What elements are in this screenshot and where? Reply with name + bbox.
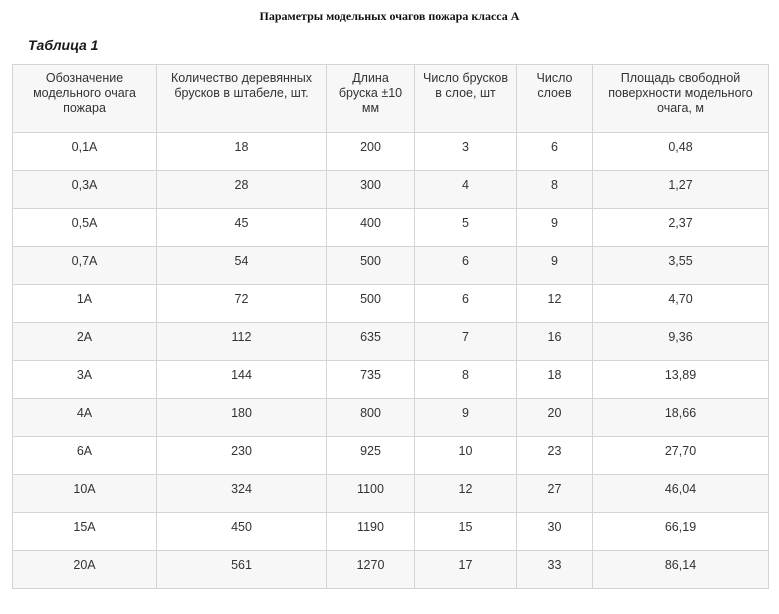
cell-bars-per-layer: 15 (414, 512, 517, 551)
cell-surface-area: 86,14 (592, 550, 769, 589)
header-bar-length: Длина бруска ±10 мм (326, 64, 415, 133)
header-surface-area: Площадь свободной поверхности модельного… (592, 64, 769, 133)
cell-layer-count: 6 (516, 132, 593, 171)
cell-surface-area: 3,55 (592, 246, 769, 285)
cell-layer-count: 9 (516, 208, 593, 247)
header-designation: Обозначение модельного очага пожара (12, 64, 157, 133)
cell-designation: 10А (12, 474, 157, 513)
cell-bar-count: 112 (156, 322, 327, 361)
cell-bars-per-layer: 10 (414, 436, 517, 475)
cell-bar-count: 561 (156, 550, 327, 589)
cell-bar-length: 925 (326, 436, 415, 475)
header-layer-count: Число слоев (516, 64, 593, 133)
cell-surface-area: 18,66 (592, 398, 769, 437)
cell-bar-length: 1270 (326, 550, 415, 589)
cell-layer-count: 20 (516, 398, 593, 437)
cell-surface-area: 66,19 (592, 512, 769, 551)
cell-surface-area: 9,36 (592, 322, 769, 361)
cell-layer-count: 30 (516, 512, 593, 551)
table-row: 4А 180 800 9 20 18,66 (12, 398, 769, 437)
table-row: 0,3А 28 300 4 8 1,27 (12, 170, 769, 209)
cell-layer-count: 18 (516, 360, 593, 399)
cell-designation: 20А (12, 550, 157, 589)
header-bar-count: Количество деревянных брусков в штабеле,… (156, 64, 327, 133)
cell-bar-count: 450 (156, 512, 327, 551)
table-caption: Таблица 1 (28, 37, 99, 53)
table-row: 3А 144 735 8 18 13,89 (12, 360, 769, 399)
cell-designation: 1А (12, 284, 157, 323)
cell-designation: 15А (12, 512, 157, 551)
cell-bar-length: 735 (326, 360, 415, 399)
table-row: 0,1А 18 200 3 6 0,48 (12, 132, 769, 171)
fire-parameters-table: Обозначение модельного очага пожара Коли… (12, 64, 769, 589)
cell-bar-length: 300 (326, 170, 415, 209)
cell-surface-area: 4,70 (592, 284, 769, 323)
cell-bar-count: 54 (156, 246, 327, 285)
table-body: 0,1А 18 200 3 6 0,48 0,3А 28 300 4 8 1,27 0,5А 45 400 5… (12, 132, 769, 589)
cell-bar-count: 72 (156, 284, 327, 323)
cell-bars-per-layer: 4 (414, 170, 517, 209)
cell-bars-per-layer: 17 (414, 550, 517, 589)
cell-surface-area: 46,04 (592, 474, 769, 513)
cell-bars-per-layer: 6 (414, 246, 517, 285)
cell-bar-length: 800 (326, 398, 415, 437)
table-row: 1А 72 500 6 12 4,70 (12, 284, 769, 323)
table-row: 20А 561 1270 17 33 86,14 (12, 550, 769, 589)
cell-bar-length: 200 (326, 132, 415, 171)
header-bars-per-layer: Число брусков в слое, шт (414, 64, 517, 133)
cell-bar-count: 18 (156, 132, 327, 171)
cell-bars-per-layer: 6 (414, 284, 517, 323)
document-title: Параметры модельных очагов пожара класса… (259, 9, 520, 23)
cell-bars-per-layer: 12 (414, 474, 517, 513)
cell-layer-count: 27 (516, 474, 593, 513)
cell-designation: 0,3А (12, 170, 157, 209)
table-row: 6А 230 925 10 23 27,70 (12, 436, 769, 475)
cell-bars-per-layer: 5 (414, 208, 517, 247)
cell-bars-per-layer: 3 (414, 132, 517, 171)
cell-designation: 2А (12, 322, 157, 361)
table-row: 10А 324 1100 12 27 46,04 (12, 474, 769, 513)
table-row: 0,5А 45 400 5 9 2,37 (12, 208, 769, 247)
table-row: 15А 450 1190 15 30 66,19 (12, 512, 769, 551)
cell-bar-count: 28 (156, 170, 327, 209)
cell-surface-area: 0,48 (592, 132, 769, 171)
cell-bar-count: 180 (156, 398, 327, 437)
cell-bar-count: 144 (156, 360, 327, 399)
cell-designation: 6А (12, 436, 157, 475)
cell-bar-length: 400 (326, 208, 415, 247)
table-row: 2А 112 635 7 16 9,36 (12, 322, 769, 361)
cell-layer-count: 8 (516, 170, 593, 209)
cell-bars-per-layer: 8 (414, 360, 517, 399)
cell-designation: 0,7А (12, 246, 157, 285)
cell-layer-count: 12 (516, 284, 593, 323)
cell-bar-count: 45 (156, 208, 327, 247)
cell-layer-count: 9 (516, 246, 593, 285)
table-header-row: Обозначение модельного очага пожара Коли… (12, 64, 769, 133)
cell-designation: 0,1А (12, 132, 157, 171)
cell-designation: 0,5А (12, 208, 157, 247)
cell-bar-count: 230 (156, 436, 327, 475)
cell-bar-length: 1190 (326, 512, 415, 551)
cell-surface-area: 27,70 (592, 436, 769, 475)
cell-surface-area: 2,37 (592, 208, 769, 247)
cell-surface-area: 1,27 (592, 170, 769, 209)
cell-designation: 3А (12, 360, 157, 399)
cell-bar-length: 635 (326, 322, 415, 361)
cell-bar-length: 1100 (326, 474, 415, 513)
table-row: 0,7А 54 500 6 9 3,55 (12, 246, 769, 285)
cell-surface-area: 13,89 (592, 360, 769, 399)
cell-bar-count: 324 (156, 474, 327, 513)
cell-layer-count: 16 (516, 322, 593, 361)
cell-bars-per-layer: 9 (414, 398, 517, 437)
cell-bars-per-layer: 7 (414, 322, 517, 361)
cell-bar-length: 500 (326, 246, 415, 285)
cell-designation: 4А (12, 398, 157, 437)
cell-layer-count: 33 (516, 550, 593, 589)
cell-layer-count: 23 (516, 436, 593, 475)
cell-bar-length: 500 (326, 284, 415, 323)
